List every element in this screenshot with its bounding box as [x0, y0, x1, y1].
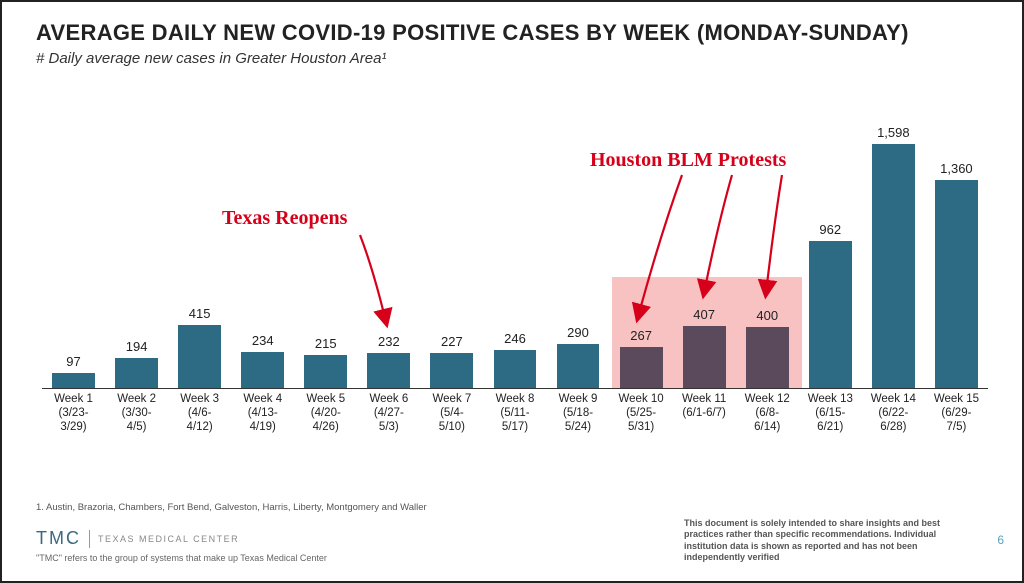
bar: [557, 344, 600, 388]
logo: TMC TEXAS MEDICAL CENTER: [36, 528, 239, 549]
bar: [178, 325, 221, 388]
bar-col: 232: [357, 129, 420, 388]
bar: [872, 144, 915, 388]
bar-col: 97: [42, 129, 105, 388]
bar-col: 234: [231, 129, 294, 388]
x-axis-label: Week 4(4/13-4/19): [231, 389, 294, 437]
slide: AVERAGE DAILY NEW COVID-19 POSITIVE CASE…: [0, 0, 1024, 583]
x-axis-label: Week 2(3/30-4/5): [105, 389, 168, 437]
disclaimer: This document is solely intended to shar…: [684, 518, 974, 563]
x-axis-label: Week 8(5/11-5/17): [483, 389, 546, 437]
page-number: 6: [997, 533, 1004, 547]
bar-col: 1,598: [862, 129, 925, 388]
bar: [241, 352, 284, 388]
x-axis-label: Week 5(4/20-4/26): [294, 389, 357, 437]
bar: [683, 326, 726, 388]
bar-col: 227: [420, 129, 483, 388]
bar-value-label: 232: [357, 334, 420, 349]
footnote: 1. Austin, Brazoria, Chambers, Fort Bend…: [36, 502, 427, 513]
bar: [430, 353, 473, 388]
chart-subtitle: # Daily average new cases in Greater Hou…: [36, 50, 994, 67]
bar-value-label: 1,360: [925, 161, 988, 176]
bar-value-label: 194: [105, 339, 168, 354]
bar: [304, 355, 347, 388]
annotation-blm-protests: Houston BLM Protests: [590, 149, 786, 172]
bars-container: 971944152342152322272462902674074009621,…: [42, 129, 988, 389]
x-axis-label: Week 9(5/18-5/24): [547, 389, 610, 437]
bar-value-label: 290: [547, 325, 610, 340]
bar: [809, 241, 852, 388]
bar-col: 246: [483, 129, 546, 388]
x-axis-label: Week 7(5/4-5/10): [420, 389, 483, 437]
logo-text: TEXAS MEDICAL CENTER: [98, 534, 239, 544]
bar-value-label: 400: [736, 308, 799, 323]
x-axis-label: Week 6(4/27-5/3): [357, 389, 420, 437]
logo-divider: [89, 530, 90, 548]
logo-mark: TMC: [36, 528, 81, 549]
bar-value-label: 246: [483, 331, 546, 346]
bar: [367, 353, 410, 388]
bar-value-label: 215: [294, 336, 357, 351]
bar: [494, 350, 537, 388]
bar-col: 415: [168, 129, 231, 388]
x-axis-label: Week 10(5/25-5/31): [610, 389, 673, 437]
bar-col: 194: [105, 129, 168, 388]
x-axis: Week 1(3/23-3/29)Week 2(3/30-4/5)Week 3(…: [42, 389, 988, 437]
tmc-note: "TMC" refers to the group of systems tha…: [36, 553, 327, 563]
bar-col: 962: [799, 129, 862, 388]
bar: [935, 180, 978, 388]
x-axis-label: Week 14(6/22-6/28): [862, 389, 925, 437]
bar-value-label: 962: [799, 222, 862, 237]
x-axis-label: Week 12(6/8-6/14): [736, 389, 799, 437]
x-axis-label: Week 15(6/29-7/5): [925, 389, 988, 437]
bar-value-label: 97: [42, 354, 105, 369]
bar-col: 215: [294, 129, 357, 388]
bar-value-label: 415: [168, 306, 231, 321]
bar: [620, 347, 663, 388]
bar-value-label: 1,598: [862, 125, 925, 140]
x-axis-label: Week 1(3/23-3/29): [42, 389, 105, 437]
annotation-texas-reopens: Texas Reopens: [222, 207, 347, 230]
bar: [52, 373, 95, 388]
x-axis-label: Week 11(6/1-6/7): [673, 389, 736, 437]
bar-value-label: 234: [231, 333, 294, 348]
bar-chart: 971944152342152322272462902674074009621,…: [42, 97, 988, 437]
bar-value-label: 267: [610, 328, 673, 343]
bar: [746, 327, 789, 388]
bar-value-label: 407: [673, 307, 736, 322]
bar-col: 1,360: [925, 129, 988, 388]
x-axis-label: Week 13(6/15-6/21): [799, 389, 862, 437]
x-axis-label: Week 3(4/6-4/12): [168, 389, 231, 437]
chart-title: AVERAGE DAILY NEW COVID-19 POSITIVE CASE…: [36, 20, 994, 46]
bar-value-label: 227: [420, 334, 483, 349]
bar: [115, 358, 158, 388]
